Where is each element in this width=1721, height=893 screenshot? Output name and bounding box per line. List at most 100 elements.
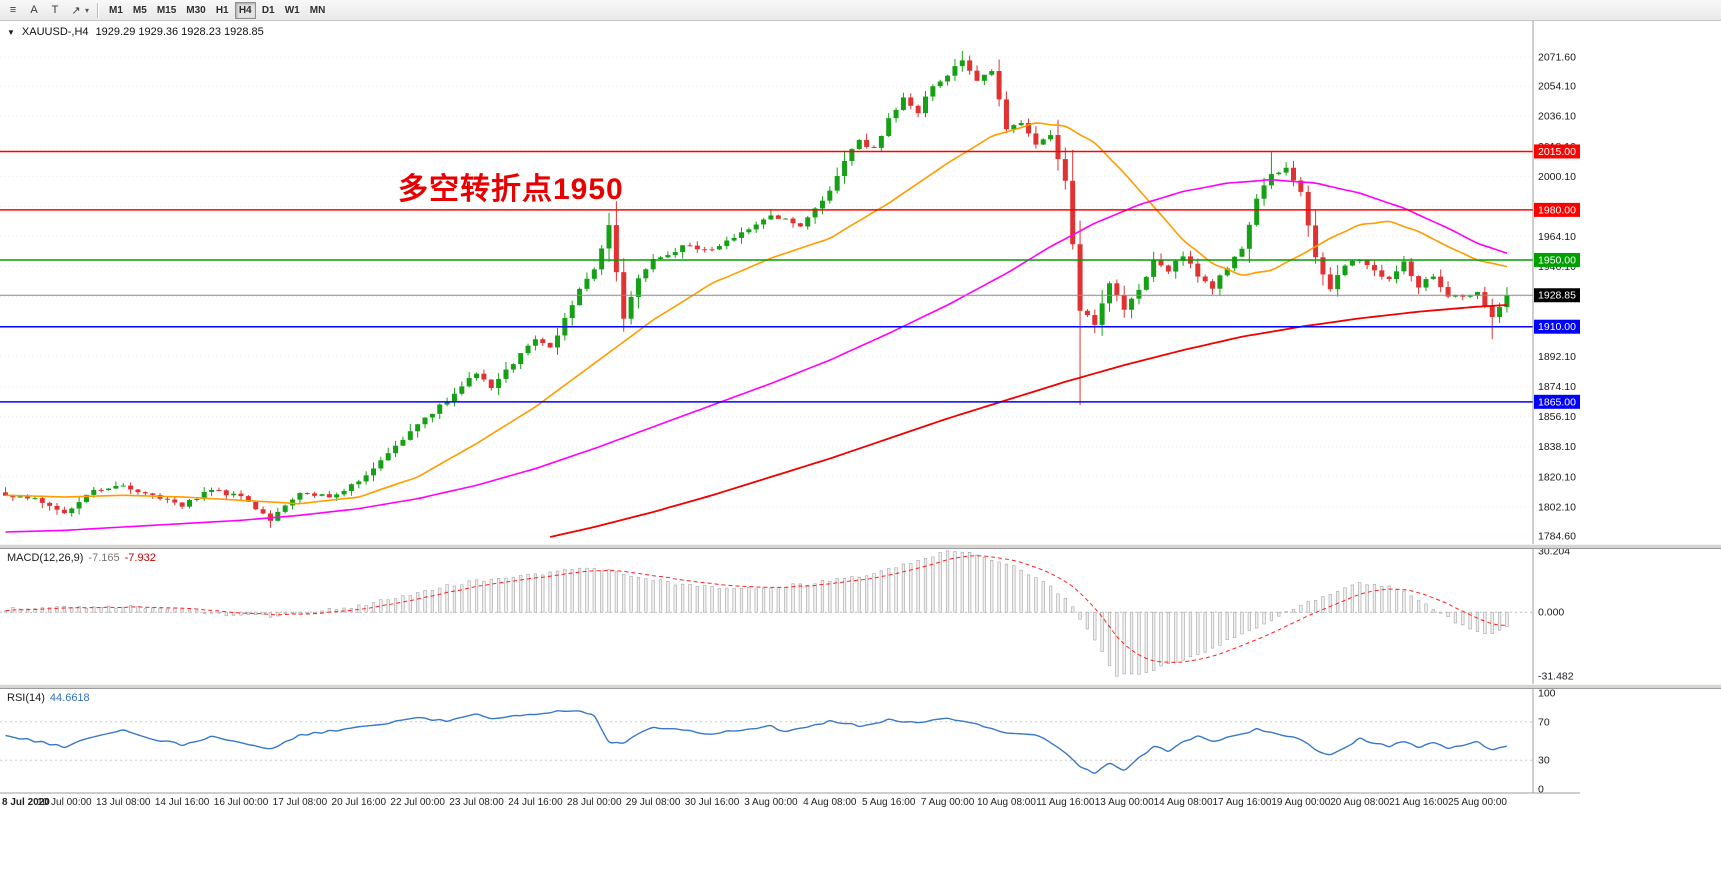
font-icon[interactable]: A — [24, 2, 44, 19]
candle — [974, 65, 980, 81]
time-axis-label: 30 Jul 16:00 — [685, 797, 740, 808]
draw-arrow-icon[interactable]: ↗ — [66, 2, 86, 19]
candle — [1489, 298, 1495, 340]
candle — [878, 135, 884, 152]
macd-indicator-label: MACD(12,26,9) -7.165 -7.932 — [7, 552, 156, 564]
rsi-axis-label: 0 — [1538, 784, 1544, 796]
rsi-axis-label: 30 — [1538, 755, 1550, 767]
candle — [724, 236, 730, 250]
timeframe-mn-button[interactable]: MN — [306, 2, 330, 19]
candle — [209, 487, 215, 497]
candle — [635, 274, 641, 309]
macd-name: MACD(12,26,9) — [7, 552, 84, 564]
panel-splitter[interactable] — [0, 544, 1721, 549]
ma-mid-line — [5, 179, 1508, 533]
candle — [1011, 124, 1017, 134]
price-tick-label: 2071.60 — [1538, 52, 1576, 64]
candle — [120, 483, 126, 487]
candle — [1018, 120, 1024, 126]
time-axis-label: 3 Aug 00:00 — [744, 797, 798, 808]
candle — [790, 216, 796, 228]
price-tick-label: 2036.10 — [1538, 111, 1576, 123]
macd-main-value: -7.165 — [88, 552, 120, 564]
candle — [1070, 150, 1076, 250]
candle — [584, 272, 590, 292]
candle — [238, 490, 244, 501]
candle — [319, 494, 325, 497]
time-axis-label: 5 Aug 16:00 — [862, 797, 916, 808]
price-badge — [1534, 252, 1580, 267]
time-axis-label: 10 Aug 08:00 — [977, 797, 1036, 808]
candle — [451, 387, 457, 407]
candle — [1121, 285, 1127, 318]
candle — [1349, 260, 1355, 267]
candle — [1040, 138, 1046, 145]
price-badge-label: 2015.00 — [1538, 146, 1576, 158]
chevron-down-icon[interactable]: ▾ — [85, 5, 90, 15]
panel-splitter[interactable] — [0, 684, 1721, 689]
timeframe-h1-button[interactable]: H1 — [212, 2, 233, 19]
candle — [76, 497, 82, 515]
price-badge-label: 1865.00 — [1538, 396, 1576, 408]
candle — [753, 221, 759, 233]
candle — [496, 372, 502, 396]
chart-annotation-text[interactable]: 多空转折点1950 — [398, 173, 624, 206]
candle — [1416, 275, 1422, 295]
timeframe-w1-button[interactable]: W1 — [281, 2, 304, 19]
time-axis-label: 16 Jul 00:00 — [214, 797, 269, 808]
candle — [393, 440, 399, 458]
time-axis-label: 22 Jul 00:00 — [390, 797, 445, 808]
macd-axis-label: 0.000 — [1538, 607, 1564, 619]
time-axis-label: 17 Jul 08:00 — [273, 797, 328, 808]
time-axis-label: 17 Aug 16:00 — [1213, 797, 1272, 808]
time-axis-label: 8 Jul 2020 — [2, 797, 50, 808]
rsi-axis-label: 100 — [1538, 688, 1556, 700]
candle — [1423, 276, 1429, 292]
candle — [1335, 265, 1341, 297]
candle — [1129, 297, 1135, 319]
candle — [69, 507, 75, 517]
candle — [223, 489, 229, 500]
timeframe-h4-button[interactable]: H4 — [234, 1, 256, 19]
candle — [540, 337, 546, 346]
time-axis-label: 20 Jul 16:00 — [332, 797, 387, 808]
time-axis-label: 28 Jul 00:00 — [567, 797, 622, 808]
timeframe-m30-button[interactable]: M30 — [182, 2, 209, 19]
candle — [746, 227, 752, 235]
chart-canvas[interactable]: 2071.602054.102036.102018.102000.101982.… — [0, 21, 1721, 893]
candle — [702, 246, 708, 253]
candle — [643, 268, 649, 282]
candle — [1165, 264, 1171, 275]
chart-list-icon[interactable]: ≡ — [3, 2, 23, 19]
candle — [628, 291, 634, 325]
candle — [1055, 119, 1061, 171]
price-badge-label: 1980.00 — [1538, 204, 1576, 216]
candle — [1084, 308, 1090, 318]
timeframe-m5-button[interactable]: M5 — [129, 2, 151, 19]
candle — [834, 167, 840, 194]
candle — [474, 372, 480, 381]
candle — [422, 417, 428, 429]
price-tick-label: 1838.10 — [1538, 441, 1576, 453]
macd-axis-label: -31.482 — [1538, 671, 1574, 683]
candle — [39, 495, 45, 509]
candle — [1173, 259, 1179, 279]
candle — [842, 150, 848, 184]
chart-window: 2071.602054.102036.102018.102000.101982.… — [0, 21, 1721, 893]
candle — [1114, 279, 1120, 302]
rsi-line — [5, 710, 1508, 774]
candle — [739, 227, 744, 244]
timeframe-m1-button[interactable]: M1 — [105, 2, 127, 19]
time-axis-label: 10 Jul 00:00 — [37, 797, 92, 808]
candle — [260, 506, 266, 515]
candle — [187, 499, 192, 509]
timeframe-m15-button[interactable]: M15 — [153, 2, 180, 19]
text-label-icon[interactable]: T — [45, 2, 65, 19]
timeframe-d1-button[interactable]: D1 — [258, 2, 279, 19]
price-badge — [1534, 144, 1580, 159]
timeframe-button-group: M1 M5 M15 M30 H1 H4 D1 W1 MN — [104, 1, 330, 19]
macd-histogram — [3, 550, 1509, 677]
one-click-collapse-icon[interactable]: ▼ — [7, 27, 15, 37]
candle — [613, 201, 619, 282]
candle — [47, 501, 53, 511]
